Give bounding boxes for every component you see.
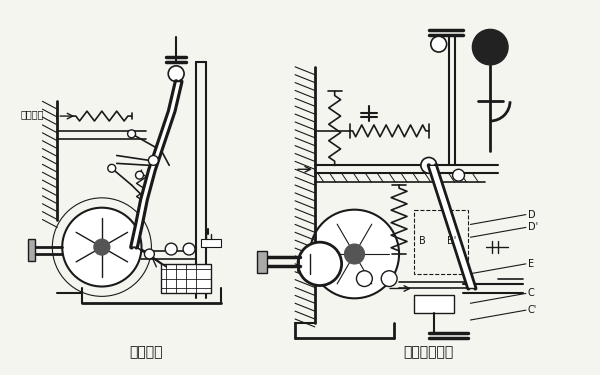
Bar [414, 296, 454, 313]
Polygon shape [429, 165, 475, 288]
Text: D: D [528, 210, 535, 220]
Circle shape [165, 243, 177, 255]
Circle shape [310, 210, 399, 298]
Text: B: B [419, 236, 425, 246]
Circle shape [136, 171, 143, 179]
Bar [201, 239, 221, 247]
Circle shape [421, 158, 437, 173]
Circle shape [108, 164, 116, 172]
Circle shape [94, 239, 110, 255]
Circle shape [128, 130, 136, 138]
Polygon shape [131, 82, 181, 247]
Bar [414, 210, 469, 274]
Text: D': D' [528, 222, 538, 232]
Circle shape [344, 244, 364, 264]
Text: 減油方向: 減油方向 [20, 109, 44, 119]
Circle shape [183, 243, 195, 255]
Circle shape [431, 36, 446, 52]
Text: B': B' [446, 236, 456, 246]
Text: 校正工況: 校正工況 [130, 345, 163, 360]
Bar [28, 239, 35, 261]
Circle shape [381, 271, 397, 286]
Circle shape [298, 242, 341, 285]
Circle shape [168, 66, 184, 82]
Text: 最高轉速控制: 最高轉速控制 [404, 345, 454, 360]
Circle shape [356, 271, 373, 286]
Circle shape [472, 29, 508, 65]
Circle shape [62, 208, 142, 286]
Bar [161, 264, 211, 293]
Circle shape [452, 169, 464, 181]
Text: C': C' [528, 305, 537, 315]
Text: C: C [528, 288, 535, 298]
Circle shape [148, 156, 158, 165]
Text: E: E [528, 259, 534, 269]
Circle shape [145, 249, 154, 259]
Bar [257, 251, 268, 273]
